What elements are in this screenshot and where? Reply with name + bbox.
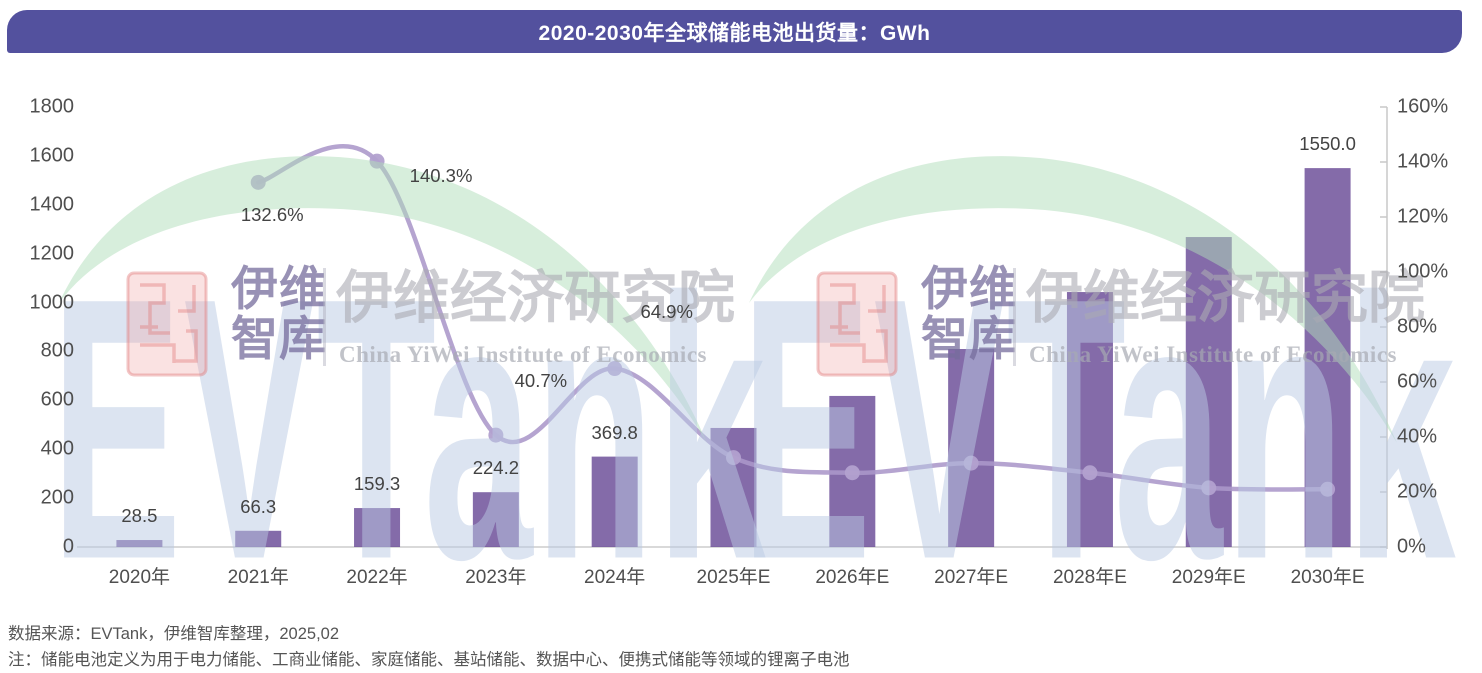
bar-value-label: 66.3 <box>240 495 277 517</box>
left-axis-tick-label: 1800 <box>29 95 75 118</box>
growth-rate-dot <box>844 465 860 481</box>
left-axis-tick-label: 0 <box>62 535 74 558</box>
page-title: 2020-2030年全球储能电池出货量：GWh <box>538 21 931 45</box>
right-axis-tick-label: 0% <box>1397 535 1426 558</box>
right-axis-tick-label: 60% <box>1397 370 1438 393</box>
right-axis-tick-label: 160% <box>1397 95 1449 118</box>
x-axis-label: 2021年 <box>227 567 289 588</box>
growth-rate-dot <box>963 455 979 471</box>
bar-value-label: 28.5 <box>121 505 158 527</box>
bar-value-label: 159.3 <box>353 473 401 495</box>
left-axis-tick-label: 1600 <box>29 144 75 167</box>
title-banner: 2020-2030年全球储能电池出货量：GWh <box>7 10 1462 53</box>
x-axis-label: 2023年 <box>465 567 527 588</box>
definition-note-line: 注：储能电池定义为用于电力储能、工商业储能、家庭储能、基站储能、数据中心、便携式… <box>8 651 850 669</box>
growth-rate-dot <box>1082 465 1098 481</box>
growth-rate-dot <box>1320 481 1336 497</box>
right-axis-tick-label: 120% <box>1397 205 1449 228</box>
bar-2023年 <box>472 492 519 547</box>
right-axis-tick-label: 40% <box>1397 425 1438 448</box>
left-axis-tick-label: 600 <box>40 388 74 411</box>
x-axis-label: 2025年E <box>696 567 771 588</box>
left-axis-tick-label: 1000 <box>29 291 75 314</box>
bar-value-label: 369.8 <box>591 421 638 443</box>
growth-rate-label: 40.7% <box>514 370 568 392</box>
bar-value-label: 1550.0 <box>1299 133 1356 155</box>
growth-rate-label: 140.3% <box>409 165 473 187</box>
data-source-line: 数据来源：EVTank，伊维智库整理，2025,02 <box>8 625 340 643</box>
left-axis-tick-label: 800 <box>40 339 74 362</box>
growth-rate-label: 64.9% <box>640 300 693 322</box>
left-axis-tick-label: 1200 <box>29 242 75 265</box>
bar-2022年 <box>354 508 401 547</box>
x-axis-label: 2022年 <box>346 567 408 588</box>
bar-2020年 <box>116 540 163 547</box>
bar-2024年 <box>591 456 638 547</box>
growth-rate-label: 132.6% <box>240 204 304 226</box>
left-axis-tick-label: 200 <box>40 486 74 509</box>
left-axis-tick-label: 400 <box>40 437 74 460</box>
growth-rate-dot <box>1201 480 1217 496</box>
x-axis-label: 2028年E <box>1052 567 1127 588</box>
right-axis-tick-label: 80% <box>1397 315 1438 338</box>
right-axis-tick-label: 140% <box>1397 150 1449 173</box>
x-axis-label: 2024年 <box>584 567 646 588</box>
right-axis-tick-label: 20% <box>1397 480 1438 503</box>
x-axis-label: 2029年E <box>1171 567 1246 588</box>
x-axis-label: 2026年E <box>815 567 890 588</box>
right-axis-tick-label: 100% <box>1397 260 1449 283</box>
x-axis-label: 2027年E <box>934 567 1009 588</box>
left-axis-tick-label: 1400 <box>29 193 75 216</box>
bar-value-label: 224.2 <box>472 457 520 479</box>
x-axis-label: 2030年E <box>1290 567 1365 588</box>
x-axis-label: 2020年 <box>108 567 171 588</box>
growth-rate-dot <box>726 450 741 466</box>
bar-2021年 <box>235 530 282 547</box>
